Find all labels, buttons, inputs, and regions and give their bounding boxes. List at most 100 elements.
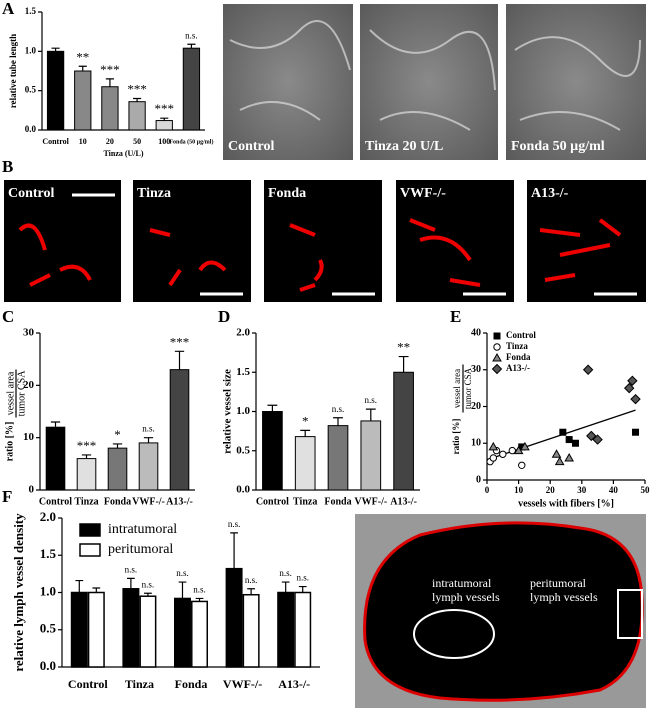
x-tick-label: Control	[42, 137, 69, 146]
point	[592, 434, 603, 445]
significance-label: n.s.	[365, 395, 378, 405]
error-bar	[178, 581, 187, 599]
significance-label: n.s.	[142, 424, 155, 434]
image-label: Tinza 20 U/L	[365, 139, 443, 154]
significance-label: n.s.	[296, 573, 309, 583]
image-label: Fonda 50 µg/ml	[511, 139, 605, 154]
error-bar	[133, 97, 142, 102]
significance-label: *	[114, 427, 121, 442]
error-bar	[230, 532, 238, 569]
error-bar	[105, 78, 114, 87]
y-axis-label-denominator: tumor CSA	[16, 370, 27, 417]
micrograph	[360, 4, 498, 160]
error-bar	[398, 355, 409, 373]
y-axis-label: ratio [%]	[4, 422, 15, 462]
point	[554, 456, 565, 466]
x-tick-label: 40	[609, 485, 619, 495]
error-bar	[92, 587, 101, 593]
bar	[101, 86, 119, 131]
image-label: A13-/-	[531, 186, 569, 201]
point	[559, 428, 567, 436]
y-tick-label: 30	[23, 327, 35, 339]
y-tick-label: 0.5	[236, 444, 250, 456]
point	[623, 382, 635, 394]
legend-label: Fonda	[506, 352, 531, 362]
y-tick-label: 0.0	[236, 484, 250, 496]
y-tick-label: 0.0	[25, 124, 37, 134]
network	[229, 20, 641, 131]
y-tick-label: 0	[476, 474, 481, 485]
y-tick-label: 1.5	[25, 6, 37, 16]
y-tick-label: 0.5	[40, 621, 57, 636]
image-label: Control	[228, 139, 275, 154]
point	[508, 446, 516, 455]
error-bar	[298, 585, 307, 593]
y-tick-label: 0	[29, 484, 35, 496]
panel-letter: E	[450, 307, 461, 326]
y-tick-label: 10	[471, 438, 481, 449]
x-tick-label: Fonda	[324, 496, 351, 507]
error-bar	[300, 429, 311, 437]
micrograph	[506, 4, 646, 160]
bar	[139, 595, 157, 668]
bar	[87, 591, 105, 668]
y-tick-label: 20	[471, 401, 481, 412]
bar	[360, 420, 382, 491]
x-tick-label: Fonda	[104, 496, 131, 507]
x-tick-label: Tinza	[74, 496, 98, 507]
significance-label: ***	[170, 334, 190, 349]
x-tick-label: A13-/-	[278, 677, 310, 691]
y-tick-label: 1.5	[236, 366, 250, 378]
error-bar	[333, 417, 343, 426]
legend-swatch	[79, 523, 101, 537]
significance-label: n.s.	[176, 568, 189, 578]
point	[571, 439, 579, 447]
significance-label: n.s.	[245, 575, 258, 585]
legend-marker	[491, 363, 503, 375]
x-tick-label: Tinza	[293, 496, 317, 507]
y-tick-label: 1.0	[236, 405, 250, 417]
significance-label: n.s.	[125, 564, 138, 574]
point	[520, 441, 530, 451]
error-bar	[174, 350, 185, 370]
significance-label: **	[76, 49, 89, 64]
y-axis-label: relative lymph vessel density	[11, 513, 26, 672]
point	[499, 450, 507, 458]
legend-label: Tinza	[506, 341, 528, 351]
legend-label: peritumoral	[108, 542, 173, 557]
error-bar	[365, 408, 376, 421]
point	[489, 454, 498, 462]
significance-label: ***	[127, 82, 147, 97]
bar	[138, 442, 159, 491]
bar	[191, 600, 209, 668]
error-bar	[75, 579, 84, 593]
error-bar	[143, 437, 154, 443]
image	[133, 180, 251, 302]
significance-label: n.s.	[185, 30, 198, 40]
bar	[277, 591, 295, 668]
y-tick-label: 0.0	[40, 658, 56, 673]
panel-letter: B	[2, 157, 13, 176]
legend-label: Control	[506, 330, 536, 340]
bar	[122, 588, 140, 668]
x-tick-label: 50	[641, 485, 650, 495]
bar	[70, 591, 88, 668]
error-bar	[281, 581, 290, 593]
point	[564, 452, 575, 462]
legend-marker	[493, 343, 501, 351]
x-tick-label: VWF-/-	[354, 496, 387, 507]
x-tick-label: A13-/-	[390, 496, 417, 507]
significance-label: n.s.	[193, 585, 206, 595]
y-tick-label: 2.0	[236, 327, 250, 339]
legend-marker	[493, 332, 501, 340]
significance-label: n.s.	[142, 579, 155, 589]
error-bar	[267, 404, 278, 412]
x-axis-label: vessels with fibers [%]	[518, 498, 614, 509]
x-tick-label: 30	[577, 485, 587, 495]
vessels	[18, 218, 622, 292]
bar	[294, 436, 316, 491]
bar	[76, 458, 97, 491]
legend-label: A13-/-	[506, 363, 530, 373]
point	[488, 441, 499, 451]
x-tick-label: Control	[39, 496, 72, 507]
